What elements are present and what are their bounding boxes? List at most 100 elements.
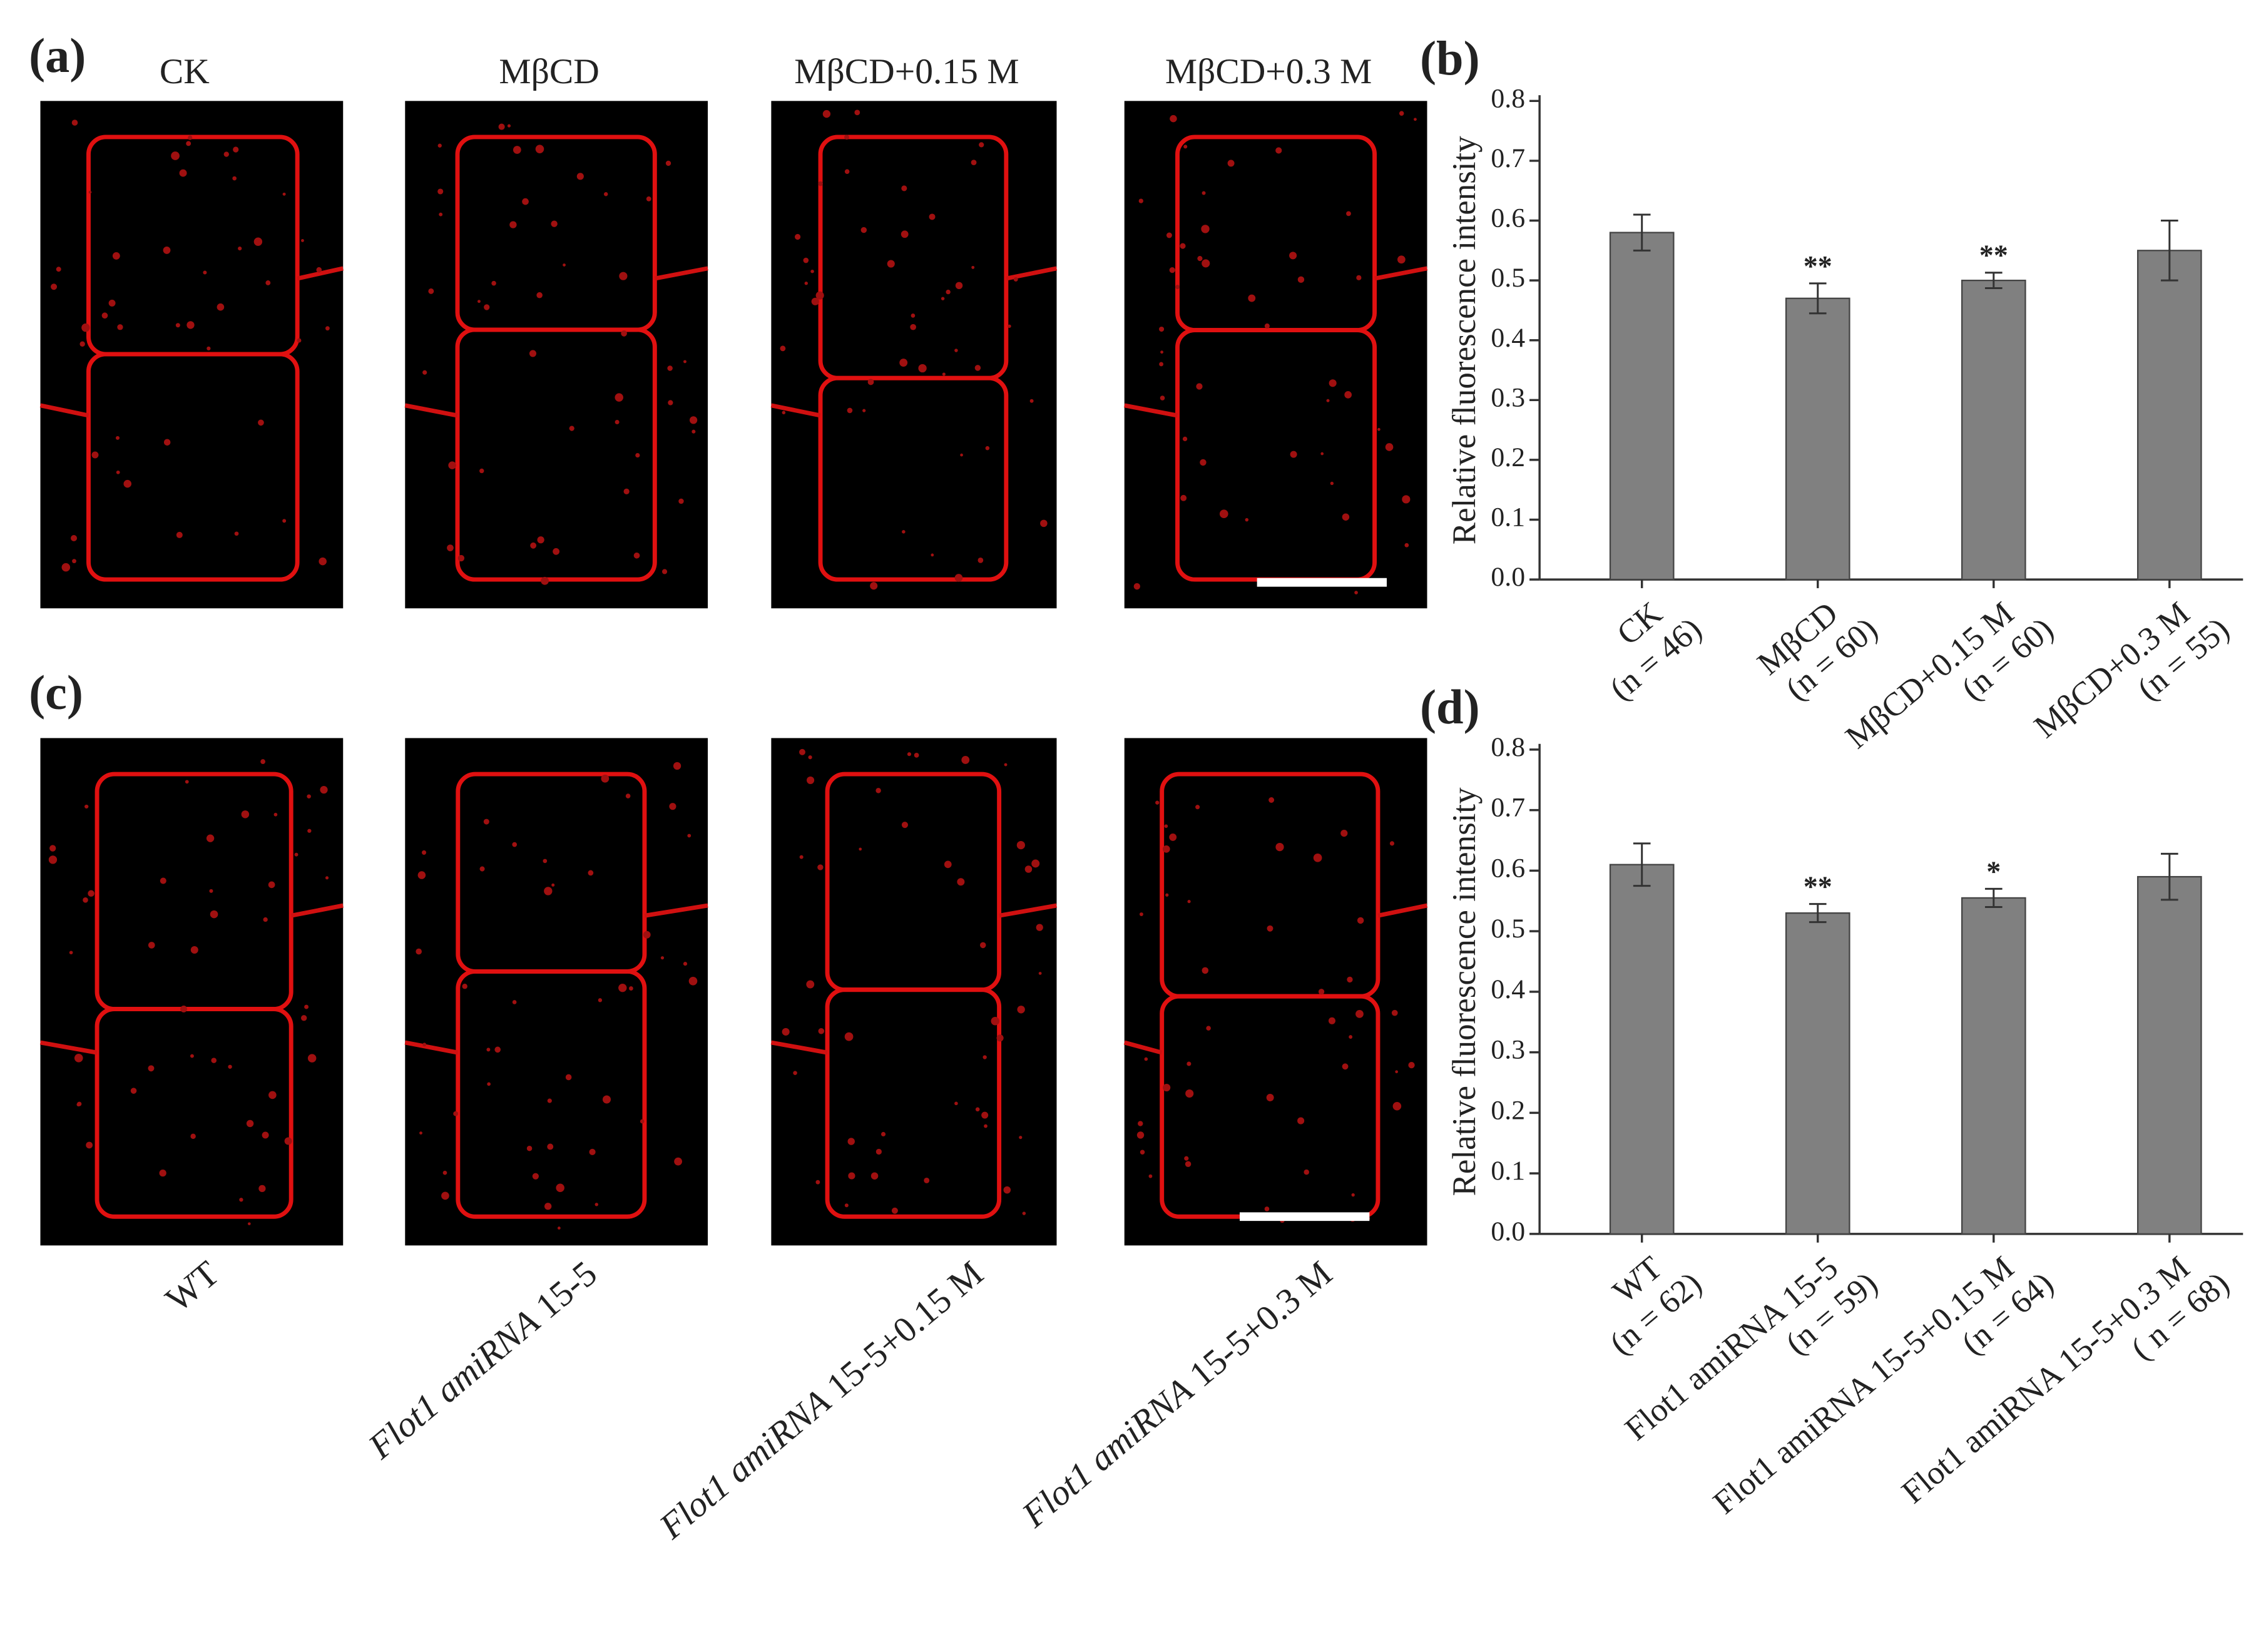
vesicle bbox=[844, 1032, 854, 1041]
vesicle bbox=[793, 1071, 797, 1075]
vesicle bbox=[535, 145, 544, 153]
y-tick-label: 0.5 bbox=[1491, 263, 1525, 293]
vesicle bbox=[512, 842, 518, 847]
vesicle bbox=[1346, 211, 1351, 217]
vesicle bbox=[623, 488, 630, 494]
vesicle bbox=[553, 548, 560, 555]
vesicle bbox=[210, 910, 218, 919]
vesicle bbox=[551, 883, 555, 887]
y-tick-label: 0.6 bbox=[1491, 203, 1525, 233]
vesicle bbox=[646, 196, 651, 201]
cell-wall bbox=[455, 327, 657, 582]
vesicle bbox=[603, 192, 608, 196]
vesicle bbox=[633, 552, 640, 559]
vesicle bbox=[1183, 145, 1188, 149]
vesicle bbox=[487, 1082, 491, 1086]
vesicle bbox=[1182, 436, 1188, 442]
vesicle bbox=[1227, 160, 1235, 167]
vesicle bbox=[1290, 451, 1297, 458]
vesicle bbox=[899, 359, 908, 367]
bar bbox=[2136, 250, 2202, 581]
vesicle bbox=[325, 326, 330, 331]
image-background bbox=[771, 101, 1057, 609]
bar bbox=[2136, 875, 2202, 1235]
vesicle bbox=[71, 534, 78, 542]
vesicle bbox=[532, 1173, 539, 1180]
caption-part: 15-5+0.3 M bbox=[1175, 1254, 1340, 1401]
vesicle bbox=[171, 151, 180, 160]
vesicle bbox=[601, 774, 610, 783]
vesicle bbox=[88, 890, 94, 897]
y-tick-label: 0.8 bbox=[1491, 83, 1525, 113]
vesicle bbox=[207, 346, 211, 351]
vesicle bbox=[483, 818, 489, 825]
vesicle bbox=[179, 169, 187, 177]
vesicle bbox=[307, 794, 311, 799]
vesicle bbox=[116, 470, 120, 474]
vesicle bbox=[498, 123, 505, 130]
vesicle bbox=[79, 341, 85, 347]
x-tick-label-group: WT(n = 62) bbox=[1603, 1250, 1708, 1362]
vesicle bbox=[598, 998, 603, 1002]
vesicle bbox=[1138, 198, 1143, 203]
vesicle bbox=[782, 410, 786, 415]
vesicle bbox=[660, 956, 665, 960]
vesicle bbox=[867, 379, 874, 385]
vesicle bbox=[910, 324, 916, 330]
vesicle bbox=[822, 110, 831, 118]
vesicle bbox=[72, 559, 76, 564]
vesicle bbox=[108, 299, 116, 307]
significance: * bbox=[1986, 855, 2001, 887]
vesicle bbox=[175, 323, 180, 328]
vesicle bbox=[1029, 399, 1034, 403]
vesicle bbox=[615, 393, 623, 402]
vesicle bbox=[1202, 259, 1210, 268]
caption-part: WT bbox=[158, 1254, 227, 1320]
vesicle bbox=[673, 762, 681, 770]
vesicle bbox=[556, 1183, 564, 1192]
vesicle bbox=[1169, 267, 1175, 273]
vesicle bbox=[977, 557, 984, 563]
vesicle bbox=[1175, 285, 1180, 290]
vesicle bbox=[1197, 256, 1203, 262]
vesicle bbox=[1275, 842, 1284, 852]
vesicle bbox=[1389, 841, 1395, 846]
vesicle bbox=[875, 1148, 882, 1155]
vesicle bbox=[1038, 972, 1042, 975]
vesicle bbox=[955, 282, 963, 290]
vesicle bbox=[954, 574, 963, 582]
vesicle bbox=[1275, 147, 1282, 154]
y-tick-label: 0.6 bbox=[1491, 853, 1525, 883]
vesicle bbox=[1395, 1070, 1398, 1074]
vesicle bbox=[687, 834, 692, 838]
vesicle bbox=[537, 536, 544, 544]
vesicle bbox=[284, 1137, 292, 1145]
vesicle bbox=[667, 365, 673, 371]
vesicle bbox=[268, 1091, 277, 1099]
vesicle bbox=[1318, 989, 1325, 995]
y-tick-label: 0.2 bbox=[1491, 442, 1525, 472]
y-tick-label: 0.8 bbox=[1491, 732, 1525, 762]
image-background bbox=[405, 101, 708, 609]
vesicle bbox=[1140, 1150, 1145, 1155]
vesicle bbox=[101, 312, 108, 319]
vesicle bbox=[984, 1124, 988, 1128]
vesicle bbox=[911, 314, 916, 318]
vesicle bbox=[979, 142, 984, 148]
vesicle bbox=[417, 871, 426, 879]
vesicle bbox=[246, 1119, 254, 1128]
vesicle bbox=[799, 855, 804, 859]
vesicle bbox=[547, 1143, 554, 1150]
vesicle bbox=[1342, 1063, 1349, 1070]
cell-wall bbox=[86, 352, 300, 582]
vesicle bbox=[1408, 1062, 1415, 1069]
vesicle bbox=[985, 446, 990, 451]
panel-label: (a) bbox=[29, 28, 86, 83]
vesicle bbox=[48, 855, 58, 864]
vesicle bbox=[1160, 350, 1163, 354]
vesicle bbox=[818, 181, 823, 186]
cell-wall bbox=[818, 375, 1009, 582]
vesicle bbox=[1036, 924, 1043, 931]
vesicle bbox=[1187, 900, 1191, 904]
